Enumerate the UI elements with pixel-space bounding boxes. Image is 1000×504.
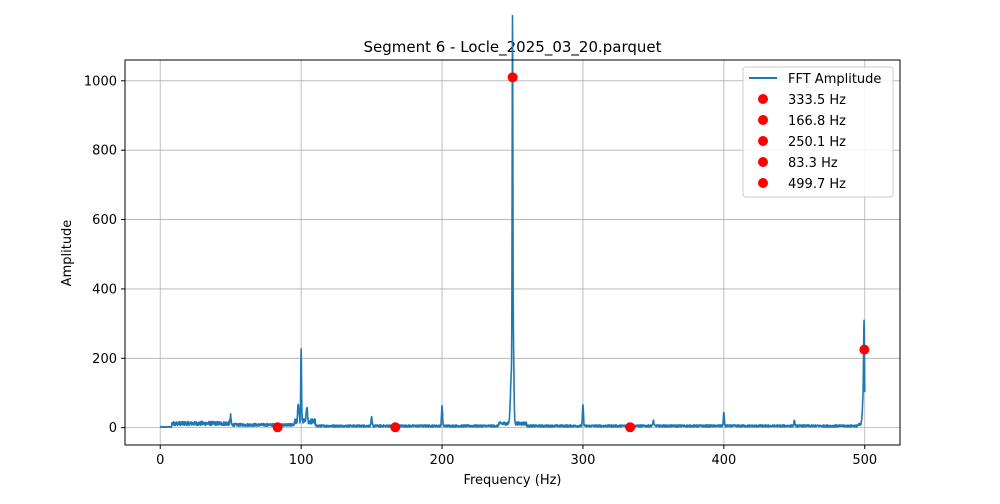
- legend-label-peak-1: 333.5 Hz: [788, 93, 846, 108]
- legend-box: [742, 66, 894, 198]
- legend-marker-swatch: [758, 157, 768, 167]
- legend-label-peak-5: 499.7 Hz: [788, 177, 846, 192]
- x-tick-label: 200: [430, 453, 455, 468]
- peak-marker: [625, 422, 636, 433]
- peak-marker: [507, 72, 518, 83]
- x-tick-label: 400: [711, 453, 736, 468]
- legend-label-peak-2: 166.8 Hz: [788, 114, 846, 129]
- x-tick-label: 0: [156, 453, 164, 468]
- peak-marker: [859, 344, 870, 355]
- y-axis: 0 200 400 600 800 1000: [84, 74, 125, 436]
- y-axis-label: Amplitude: [60, 220, 75, 287]
- y-tick-label: 0: [109, 421, 117, 436]
- legend-label-fft: FFT Amplitude: [788, 72, 881, 87]
- x-axis: 0 100 200 300 400 500: [156, 445, 877, 468]
- plot-frame: [124, 59, 901, 446]
- legend: FFT Amplitude 333.5 Hz 166.8 Hz 250.1 Hz…: [742, 66, 894, 198]
- legend-label-peak-3: 250.1 Hz: [788, 135, 846, 150]
- x-tick-label: 500: [852, 453, 877, 468]
- legend-label-peak-4: 83.3 Hz: [788, 156, 838, 171]
- x-tick-label: 300: [571, 453, 596, 468]
- legend-marker-swatch: [758, 136, 768, 146]
- y-tick-label: 800: [92, 144, 117, 159]
- x-tick-label: 100: [289, 453, 314, 468]
- peak-marker: [390, 422, 401, 433]
- y-tick-label: 200: [92, 352, 117, 367]
- y-tick-label: 400: [92, 282, 117, 297]
- legend-marker-swatch: [758, 178, 768, 188]
- legend-marker-swatch: [758, 94, 768, 104]
- peak-markers: [272, 72, 870, 433]
- y-tick-label: 600: [92, 213, 117, 228]
- legend-marker-swatch: [758, 115, 768, 125]
- x-axis-label: Frequency (Hz): [463, 473, 561, 488]
- peak-marker: [272, 422, 283, 433]
- y-tick-label: 1000: [84, 74, 117, 89]
